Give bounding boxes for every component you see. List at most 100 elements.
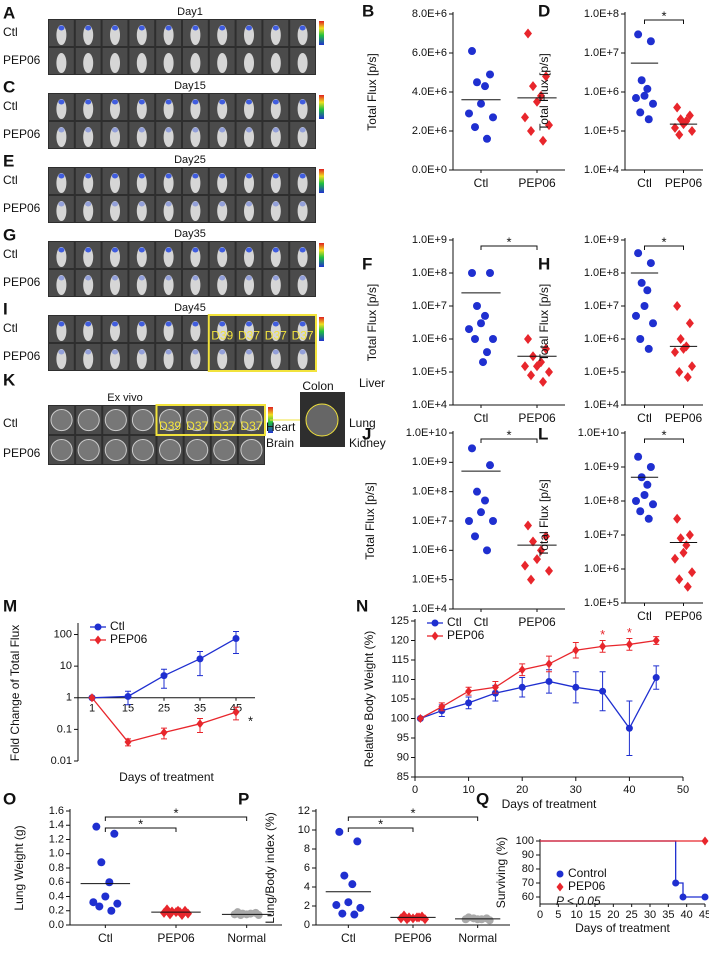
y-tick-label: 12 (298, 805, 310, 817)
data-point (89, 898, 98, 907)
series-line (420, 677, 657, 730)
organ-dish (305, 403, 339, 437)
mouse (270, 275, 281, 295)
y-tick-label: 0.8 (49, 862, 64, 874)
image-title: Day45 (174, 302, 206, 314)
mouse (136, 127, 147, 147)
data-point (644, 115, 653, 124)
x-axis-title: Days of treatment (119, 770, 214, 784)
x-tick-label: PEP06 (518, 411, 556, 425)
signal (165, 247, 172, 253)
panel-letter: M (3, 596, 17, 615)
y-tick-label: 1.0E+5 (584, 366, 619, 378)
data-point (556, 870, 564, 878)
y-tick-label: 95 (397, 732, 409, 744)
data-point (527, 126, 535, 136)
data-point (537, 545, 545, 556)
signal (192, 349, 199, 355)
significance-label: * (410, 805, 415, 820)
data-point (340, 871, 349, 880)
row-label: PEP06 (3, 349, 41, 363)
mouse (56, 247, 67, 267)
mouse (270, 349, 281, 369)
y-tick-label: 70 (522, 877, 534, 889)
signal (219, 201, 226, 207)
significance-label: * (506, 234, 511, 249)
data-point (673, 301, 682, 311)
signal (192, 247, 199, 253)
signal (112, 25, 118, 31)
mouse (270, 201, 281, 221)
data-point (483, 546, 491, 555)
x-tick-label: PEP06 (518, 176, 556, 190)
signal (299, 247, 306, 253)
mouse (163, 247, 174, 267)
y-tick-label: 1.0E+6 (584, 563, 619, 575)
data-point (701, 836, 709, 846)
row-label: Ctl (3, 25, 18, 39)
mouse (56, 53, 67, 73)
data-point (670, 553, 679, 564)
x-tick-label: PEP06 (665, 609, 703, 623)
data-point (486, 461, 494, 470)
dish (186, 438, 209, 462)
signal (246, 127, 252, 133)
signal (85, 127, 92, 133)
data-point (160, 672, 168, 680)
y-axis-title: Total Flux [p/s] (537, 53, 551, 130)
signal (219, 349, 226, 355)
data-point (491, 682, 499, 692)
dish (50, 438, 73, 462)
organ-label: Heart (266, 420, 296, 434)
mouse (217, 349, 228, 369)
y-tick-label: 1.2 (49, 833, 64, 845)
signal (165, 201, 172, 207)
data-point (397, 913, 405, 924)
data-point (481, 311, 489, 320)
signal (112, 321, 118, 327)
data-point (468, 269, 476, 277)
signal (138, 127, 145, 133)
data-point (416, 714, 424, 723)
data-point (524, 28, 532, 39)
data-point (644, 344, 653, 353)
data-point (701, 893, 709, 901)
mouse (244, 201, 254, 221)
dish (213, 438, 236, 462)
data-point (485, 916, 494, 925)
data-point (107, 906, 116, 915)
mouse (270, 99, 281, 119)
organ-label: Lung (349, 416, 376, 430)
data-point (524, 334, 532, 344)
mouse (83, 201, 94, 221)
mouse (136, 99, 147, 119)
row-label: Ctl (3, 247, 18, 261)
y-tick-label: 4.0E+6 (412, 86, 447, 98)
data-point (643, 480, 652, 489)
data-point (649, 500, 658, 509)
signal (85, 275, 92, 281)
data-point (572, 645, 580, 655)
signal (165, 25, 172, 31)
series-line (91, 637, 237, 699)
significance-bracket (480, 438, 538, 443)
panel-letter: Q (476, 789, 489, 808)
signal (85, 173, 92, 179)
signal (165, 321, 172, 327)
x-tick-label: 50 (677, 784, 689, 796)
x-tick-label: 0 (412, 784, 418, 796)
data-point (471, 123, 479, 132)
y-tick-label: 1.0E+6 (412, 544, 447, 556)
y-axis-title: Lung Weight (g) (12, 825, 26, 910)
mouse (56, 349, 67, 369)
x-tick-label: 10 (571, 909, 583, 921)
mouse (297, 173, 308, 193)
data-point (97, 858, 106, 867)
organ-label: Kidney (349, 436, 386, 450)
data-point (644, 514, 653, 523)
mouse (297, 127, 308, 147)
signal (272, 275, 279, 281)
data-point (542, 531, 550, 542)
data-point (403, 914, 411, 925)
